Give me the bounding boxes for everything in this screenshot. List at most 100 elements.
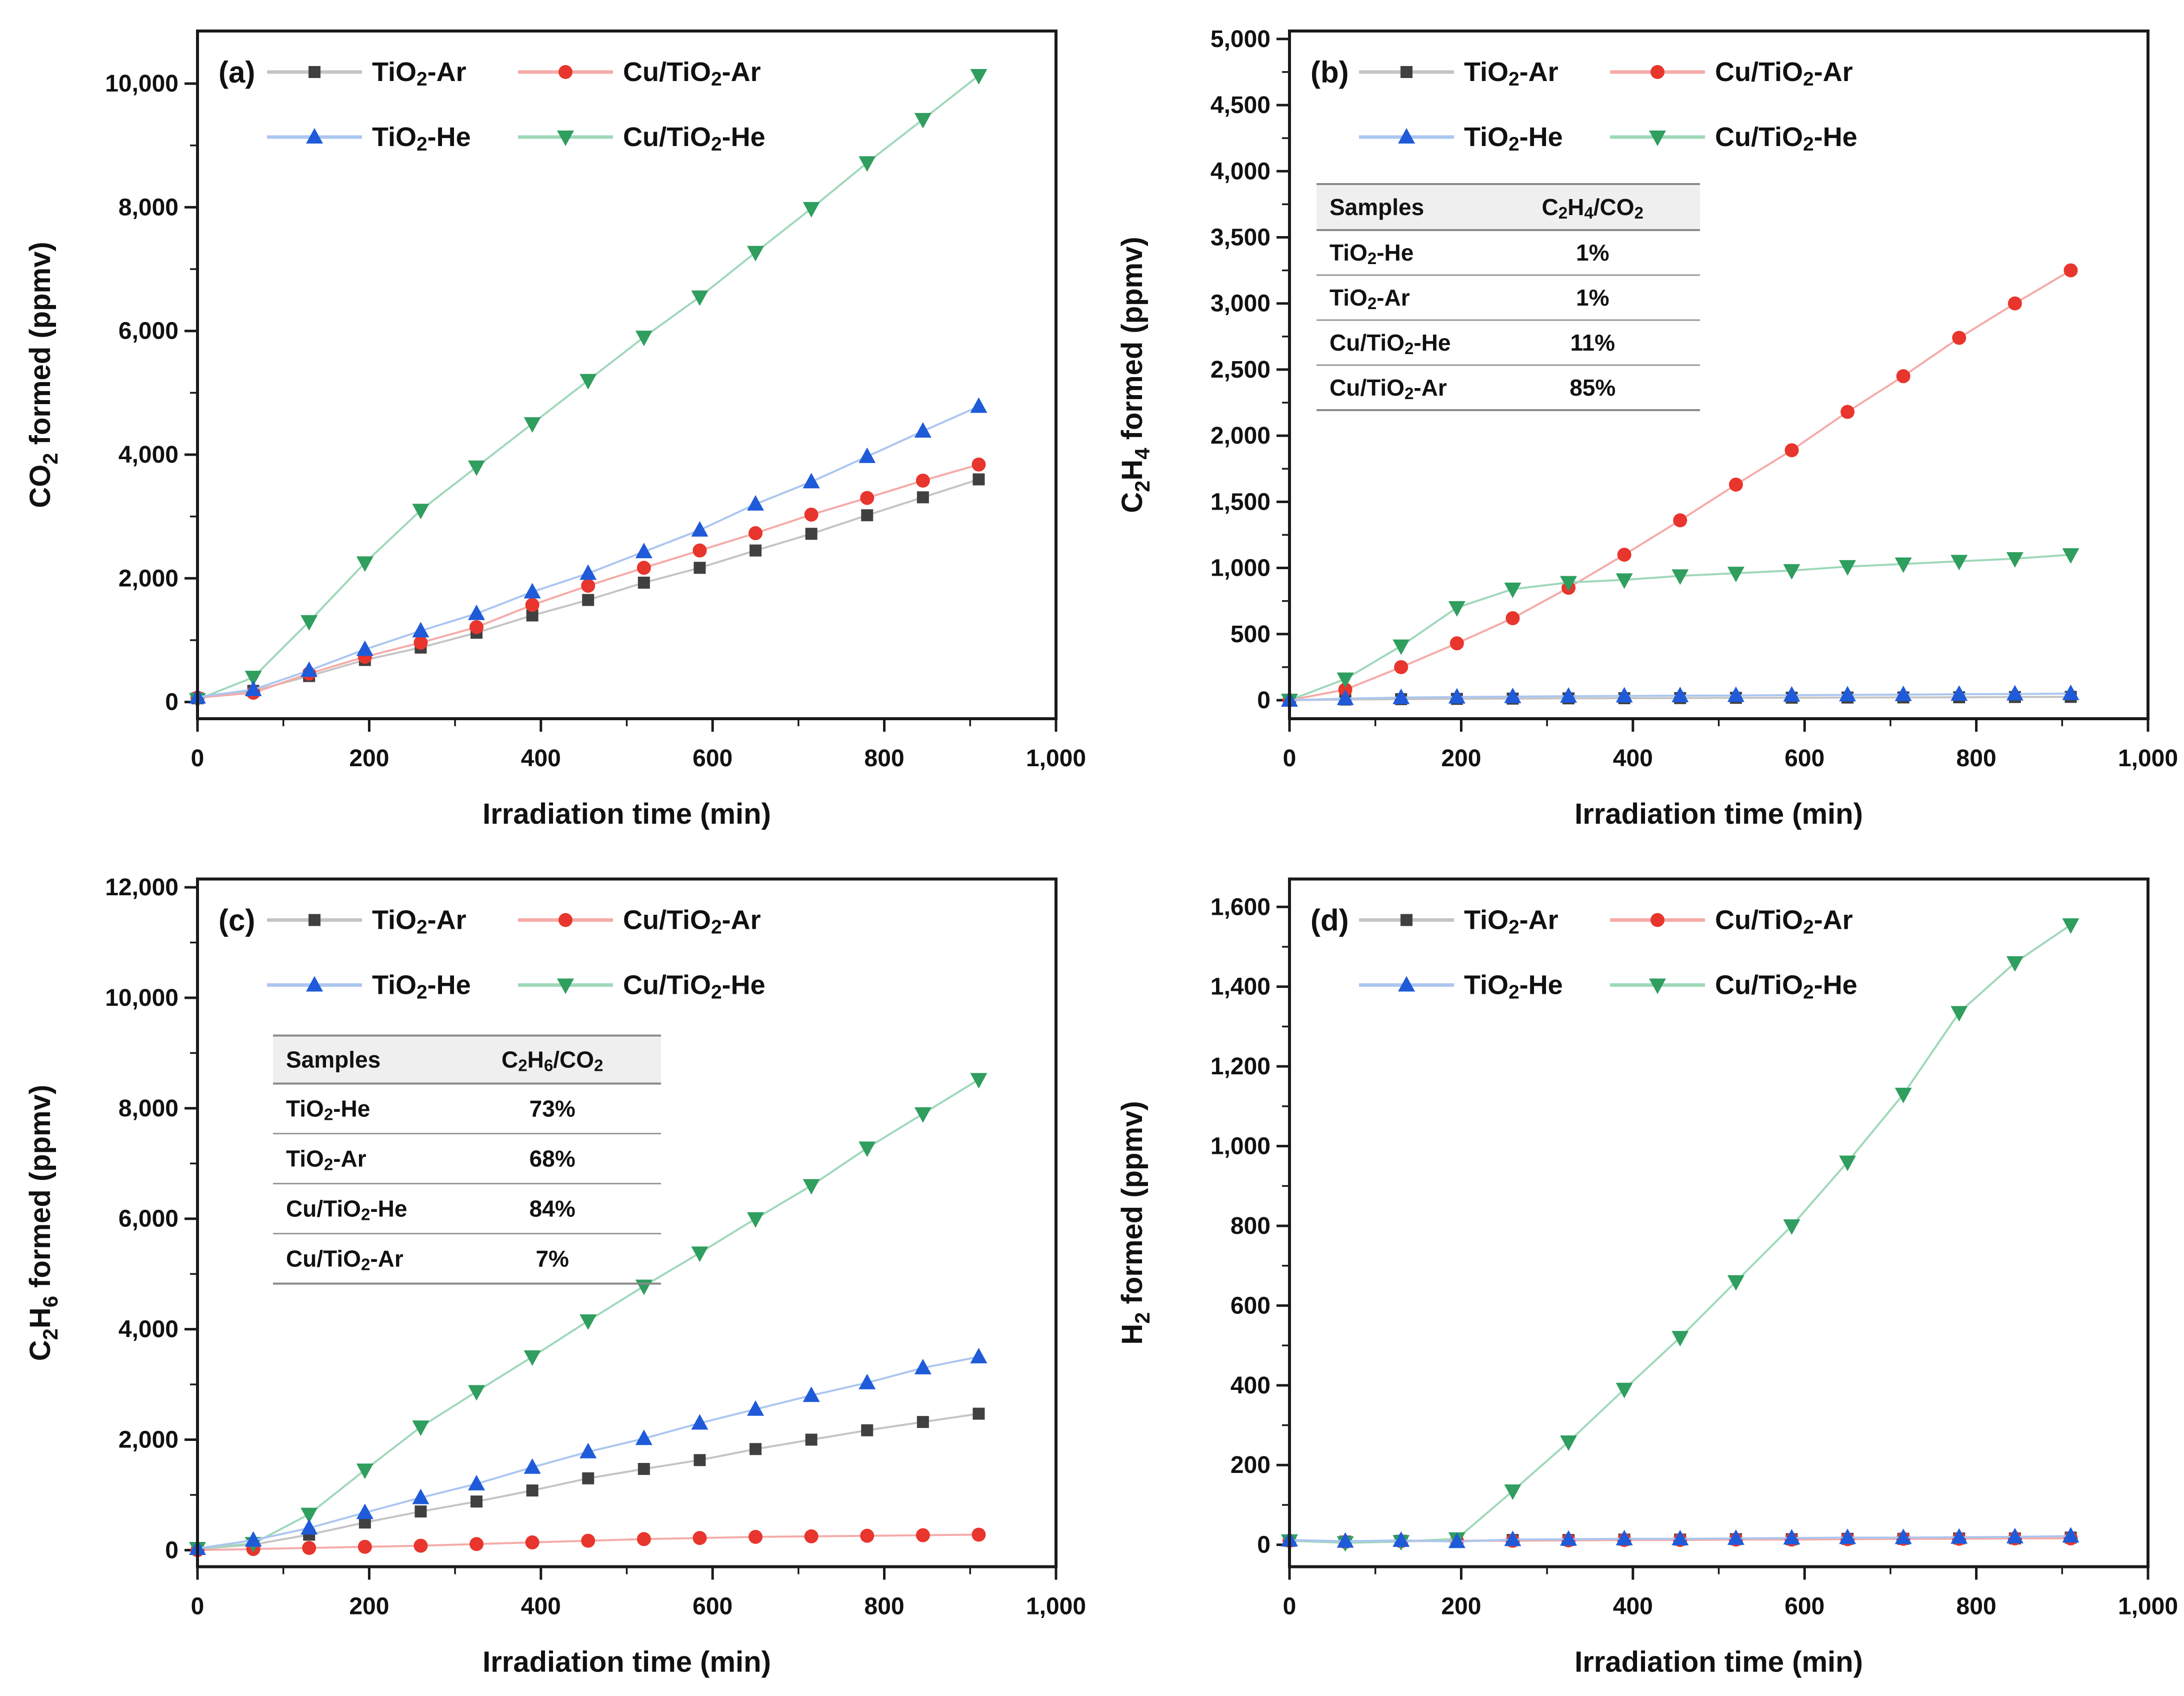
svg-text:0: 0 [1283,1593,1296,1620]
svg-text:4,000: 4,000 [118,442,178,468]
circle-marker [860,491,874,505]
svg-text:4,000: 4,000 [1210,158,1270,185]
x-axis: 0 200 400 600 800 1,000 [1283,1566,2178,1620]
triangle-down-marker [356,1463,374,1479]
triangle-up-marker [1616,1529,1633,1545]
circle-marker [916,1528,930,1542]
square-marker [861,1424,874,1436]
svg-text:2,500: 2,500 [1210,356,1270,383]
triangle-down-marker [1392,639,1410,655]
svg-text:85%: 85% [1570,375,1616,401]
square-marker [308,66,320,78]
triangle-up-marker [412,622,430,638]
square-marker [916,491,929,504]
triangle-down-marker [1839,560,1856,576]
triangle-down-marker [1950,1006,1968,1022]
triangle-up-marker [1504,1530,1522,1546]
panel-d-chart: 0 200 400 600 800 1,000 0 200 400 600 800 1,000 1,20… [1092,848,2184,1696]
triangle-up-marker [1727,686,1744,702]
svg-text:800: 800 [1956,745,1996,772]
svg-text:600: 600 [692,745,732,772]
triangle-down-marker [468,1385,486,1401]
triangle-up-marker [858,1373,876,1389]
square-marker [861,509,874,522]
circle-marker [804,1529,818,1543]
circle-marker [972,457,986,472]
triangle-down-marker [970,1073,988,1089]
svg-text:TiO2-Ar: TiO2-Ar [286,1146,366,1174]
svg-text:800: 800 [1230,1212,1270,1239]
x-axis: 0 200 400 600 800 1,000 [191,1566,1086,1620]
plot-frame [1288,877,2150,1568]
triangle-up-marker [747,1400,764,1416]
triangle-up-marker [1839,1528,1856,1544]
triangle-up-marker [1504,687,1522,703]
triangle-up-marker [1448,688,1466,704]
svg-text:200: 200 [349,1593,389,1620]
y-axis: 0 2,000 4,000 6,000 8,000 10,000 [105,71,198,715]
svg-text:TiO2-He: TiO2-He [1464,122,1563,155]
triangle-down-marker [1783,1219,1800,1235]
svg-text:0: 0 [1283,745,1296,772]
y-axis: 0 200 400 600 800 1,000 1,200 1,400 1,600 [1210,894,1290,1558]
square-marker [414,1505,427,1518]
triangle-up-marker [468,604,486,620]
svg-text:1,600: 1,600 [1210,894,1270,920]
svg-text:6,000: 6,000 [118,318,178,344]
circle-marker [581,1533,596,1548]
svg-text:400: 400 [521,745,561,772]
svg-text:1,000: 1,000 [1210,555,1270,581]
triangle-down-marker [2006,956,2024,972]
svg-text:800: 800 [1956,1593,1996,1620]
triangle-down-marker [1894,1087,1912,1103]
triangle-up-marker [970,397,988,413]
svg-text:400: 400 [1613,1593,1653,1620]
triangle-down-marker [802,1179,820,1195]
square-marker [805,528,818,540]
x-axis-title: Irradiation time (min) [482,798,771,830]
series-triangle-up [1281,1527,2080,1548]
svg-text:1,500: 1,500 [1210,489,1270,515]
square-marker [750,1443,762,1455]
svg-text:800: 800 [864,745,904,772]
circle-marker [748,526,763,541]
triangle-down-marker [802,202,820,218]
svg-text:TiO2-He: TiO2-He [1464,970,1563,1003]
circle-marker [2008,296,2022,311]
triangle-up-marker [306,976,323,992]
svg-text:10,000: 10,000 [105,984,178,1011]
circle-marker [414,1538,428,1553]
triangle-up-marker [468,1474,486,1490]
square-marker [805,1433,818,1446]
triangle-up-marker [970,1347,988,1363]
circle-marker [1650,913,1664,927]
circle-marker [1952,331,1966,345]
triangle-up-marker [2062,684,2080,700]
x-axis-title: Irradiation time (min) [482,1646,771,1678]
triangle-down-marker [1504,582,1522,598]
svg-text:400: 400 [521,1593,561,1620]
triangle-up-marker [802,473,820,489]
circle-marker [636,561,651,575]
panel-a-chart: 0 200 400 600 800 1,000 0 2,000 4,000 6,000 8,000 1… [0,0,1092,848]
circle-marker [972,1527,986,1542]
triangle-up-marker [1560,1530,1578,1546]
svg-text:Cu/TiO2-Ar: Cu/TiO2-Ar [623,905,761,938]
triangle-down-marker [524,1350,541,1366]
svg-text:10,000: 10,000 [105,71,178,97]
series-circle [1282,263,2078,707]
triangle-up-marker [244,680,262,696]
circle-marker [470,620,484,634]
circle-marker [1896,369,1910,384]
panel-background [1092,0,2184,848]
legend: (b) TiO2-Ar Cu/TiO2-Ar TiO2-He Cu/TiO2-He [1310,56,1858,155]
circle-marker [692,543,707,558]
triangle-up-marker [691,521,708,537]
series-group [189,69,988,709]
triangle-down-marker [747,246,764,262]
y-axis-title: C2H4 formed (ppmv) [1116,237,1154,513]
plot-frame [1288,30,2150,720]
square-marker [972,1407,985,1420]
triangle-down-marker [580,1314,597,1330]
